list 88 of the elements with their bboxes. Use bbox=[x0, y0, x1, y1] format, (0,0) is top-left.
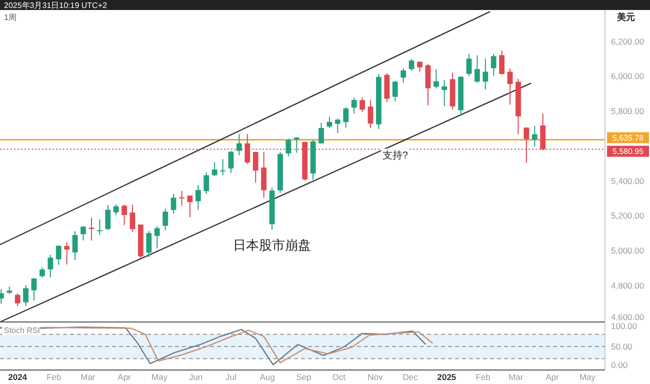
candlestick bbox=[31, 278, 37, 301]
candlestick bbox=[392, 80, 398, 102]
candlestick bbox=[220, 158, 226, 176]
y-tick-label: 50.00 bbox=[611, 341, 633, 352]
annotation: 日本股市崩盘 bbox=[233, 238, 312, 253]
candlestick bbox=[400, 68, 406, 84]
candlestick bbox=[507, 68, 513, 106]
x-tick-label: Jul bbox=[226, 372, 237, 382]
x-tick-label: Feb bbox=[46, 372, 62, 382]
y-tick-label: 4,800.00 bbox=[611, 280, 644, 290]
candlestick bbox=[499, 50, 505, 76]
y-tick-label: 0.00 bbox=[611, 360, 628, 370]
candlestick bbox=[417, 60, 422, 72]
candlestick bbox=[146, 230, 152, 258]
candlestick bbox=[294, 136, 300, 154]
candlestick bbox=[154, 226, 160, 249]
chart-title: Stoch RSI bbox=[4, 326, 40, 335]
y-tick-label: 5,800.00 bbox=[611, 106, 644, 116]
candlestick bbox=[14, 292, 20, 306]
candlestick bbox=[343, 106, 349, 128]
x-tick-label: 2024 bbox=[8, 372, 28, 382]
annotation: 支持? bbox=[382, 150, 408, 162]
candlestick bbox=[252, 151, 258, 184]
candlestick bbox=[195, 184, 201, 210]
x-tick-label: May bbox=[151, 372, 168, 382]
x-tick-label: Apr bbox=[546, 372, 560, 382]
candlestick bbox=[40, 266, 45, 278]
x-tick-label: Mar bbox=[508, 372, 524, 382]
candlestick bbox=[474, 54, 480, 84]
candlestick bbox=[466, 53, 472, 77]
candlestick bbox=[425, 64, 431, 106]
candlestick bbox=[113, 204, 119, 216]
x-tick-label: Feb bbox=[476, 372, 491, 382]
candlestick bbox=[72, 230, 78, 260]
y-tick-label: 6,200.00 bbox=[611, 36, 644, 46]
y-tick-label: 5,200.00 bbox=[611, 210, 644, 221]
ref-line-label: 5,635.78 bbox=[612, 134, 644, 143]
candlestick bbox=[433, 68, 439, 89]
candlestick bbox=[261, 151, 267, 198]
candlestick bbox=[48, 254, 54, 278]
y-axis-title: 美元 bbox=[616, 12, 635, 22]
x-tick-label: Nov bbox=[368, 372, 384, 382]
candlestick bbox=[532, 125, 538, 147]
candlestick bbox=[56, 244, 62, 266]
candlestick bbox=[318, 122, 324, 144]
y-tick-label: 100.00 bbox=[611, 321, 638, 332]
candlestick bbox=[80, 226, 86, 241]
candlestick bbox=[23, 284, 28, 306]
candlestick bbox=[384, 72, 390, 102]
candlestick bbox=[105, 204, 111, 230]
candlestick bbox=[334, 118, 340, 134]
candlestick bbox=[96, 218, 102, 236]
y-tick-label: 6,000.00 bbox=[611, 71, 644, 82]
candlestick bbox=[122, 204, 127, 226]
x-tick-label: Sep bbox=[296, 372, 312, 382]
candlestick bbox=[482, 58, 488, 90]
ref-line-label: 5,580.95 bbox=[612, 147, 644, 156]
candlestick bbox=[228, 150, 234, 174]
candlestick bbox=[286, 138, 292, 157]
chart-subtitle: 1周 bbox=[4, 13, 16, 22]
x-tick-label: Mar bbox=[80, 372, 96, 382]
candlestick bbox=[442, 80, 448, 107]
x-tick-label: Apr bbox=[118, 372, 132, 382]
candlestick bbox=[170, 193, 176, 214]
candlestick bbox=[490, 53, 496, 76]
candlestick bbox=[204, 172, 210, 194]
candlestick bbox=[408, 58, 414, 72]
x-tick-label: 2025 bbox=[437, 372, 456, 382]
candlestick bbox=[212, 162, 218, 176]
text: 2025年3月31日10:19 UTC+2 bbox=[4, 1, 108, 10]
x-tick-label: May bbox=[579, 372, 596, 382]
y-tick-label: 5,000.00 bbox=[611, 246, 644, 256]
x-tick-label: Dec bbox=[402, 372, 419, 382]
candlestick bbox=[88, 217, 94, 242]
candlestick bbox=[130, 204, 136, 232]
x-tick-label: Jun bbox=[188, 372, 203, 382]
candlestick bbox=[179, 190, 184, 206]
y-tick-label: 5,400.00 bbox=[611, 176, 644, 186]
y-tick-label: 4,600.00 bbox=[611, 312, 644, 322]
candlestick bbox=[64, 242, 70, 265]
x-tick-label: Aug bbox=[260, 372, 276, 382]
candlestick bbox=[360, 97, 365, 113]
candlestick bbox=[236, 133, 242, 156]
x-tick-label: Oct bbox=[332, 372, 346, 382]
candlestick bbox=[162, 208, 168, 231]
candlestick bbox=[351, 97, 357, 114]
candlestick bbox=[368, 100, 374, 129]
candlestick bbox=[187, 195, 193, 218]
